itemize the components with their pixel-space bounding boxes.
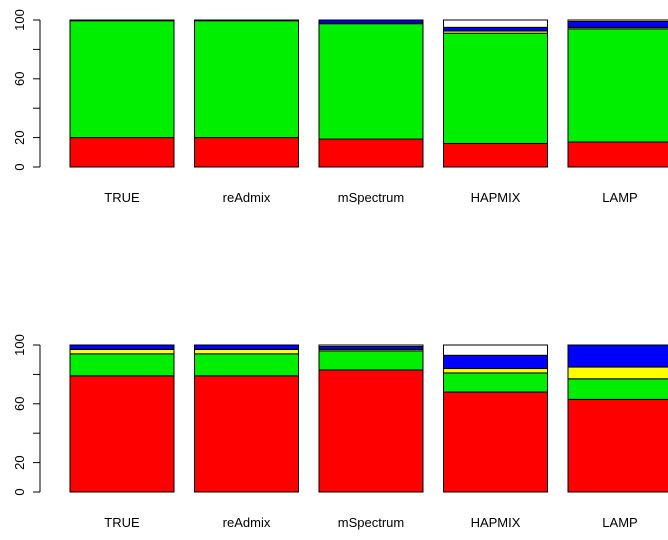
chart-panel-1: 0 20 60 100 TRUE reAdmix mSpectrum HAPMIX LAMP <box>12 9 668 205</box>
bar-reAdmix <box>195 20 299 167</box>
y-tick-label: 100 <box>12 334 27 356</box>
bar-segment-green <box>195 21 299 138</box>
bar-segment-green <box>195 354 299 376</box>
y-tick-label: 100 <box>12 9 27 31</box>
x-tick-label: LAMP <box>602 190 637 205</box>
bar-segment-red <box>444 392 548 492</box>
bar-segment-red <box>195 138 299 167</box>
bar-HAPMIX <box>444 20 548 167</box>
bar-mSpectrum <box>319 345 423 492</box>
x-tick-label: reAdmix <box>223 515 271 530</box>
bar-LAMP <box>568 345 668 492</box>
bar-segment-red <box>70 376 174 492</box>
x-tick-label: HAPMIX <box>471 515 521 530</box>
bar-segment-green <box>319 24 423 139</box>
bar-LAMP <box>568 20 668 167</box>
y-axis: 0 20 60 100 <box>12 334 40 495</box>
x-tick-label: mSpectrum <box>338 515 404 530</box>
bar-segment-yellow <box>70 349 174 353</box>
bar-segment-blue <box>195 345 299 349</box>
y-tick-label: 20 <box>12 130 27 144</box>
bar-segment-blue <box>70 345 174 349</box>
y-tick-label: 60 <box>12 397 27 411</box>
x-tick-label: LAMP <box>602 515 637 530</box>
bar-segment-green <box>70 354 174 376</box>
x-tick-label: TRUE <box>104 515 140 530</box>
bar-segment-red <box>444 143 548 167</box>
bar-segment-blue <box>444 27 548 31</box>
bar-segment-blue <box>319 20 423 23</box>
x-tick-label: TRUE <box>104 190 140 205</box>
y-tick-label: 0 <box>12 163 27 170</box>
bar-segment-green <box>568 379 668 400</box>
bar-segment-white <box>444 345 548 355</box>
x-tick-label: mSpectrum <box>338 190 404 205</box>
bar-segment-green <box>568 29 668 142</box>
bar-segment-yellow <box>444 369 548 373</box>
bar-TRUE <box>70 345 174 492</box>
bar-mSpectrum <box>319 20 423 167</box>
bar-segment-red <box>195 376 299 492</box>
bar-segment-yellow <box>568 367 668 379</box>
x-tick-label: reAdmix <box>223 190 271 205</box>
bar-segment-red <box>319 139 423 167</box>
bar-segment-white <box>319 345 423 346</box>
chart-panel-2: 0 20 60 100 TRUE reAdmix mSpectrum HAPMIX LAMP <box>12 334 668 530</box>
bar-segment-blue <box>444 355 548 368</box>
bar-segment-white <box>444 20 548 27</box>
bar-segment-white <box>568 20 668 21</box>
bar-segment-blue <box>568 21 668 27</box>
y-axis: 0 20 60 100 <box>12 9 40 170</box>
bar-HAPMIX <box>444 345 548 492</box>
x-tick-label: HAPMIX <box>471 190 521 205</box>
bar-segment-green <box>70 21 174 138</box>
y-tick-label: 20 <box>12 455 27 469</box>
bar-segment-green <box>444 373 548 392</box>
bar-segment-yellow <box>195 349 299 353</box>
bar-segment-green <box>319 351 423 370</box>
bar-segment-green <box>444 33 548 143</box>
bar-segment-red <box>319 370 423 492</box>
y-tick-label: 60 <box>12 72 27 86</box>
bar-TRUE <box>70 20 174 167</box>
bar-reAdmix <box>195 345 299 492</box>
y-tick-label: 0 <box>12 488 27 495</box>
bar-segment-blue <box>568 345 668 367</box>
bar-segment-red <box>70 138 174 167</box>
bar-segment-red <box>568 142 668 167</box>
bar-segment-red <box>568 399 668 492</box>
